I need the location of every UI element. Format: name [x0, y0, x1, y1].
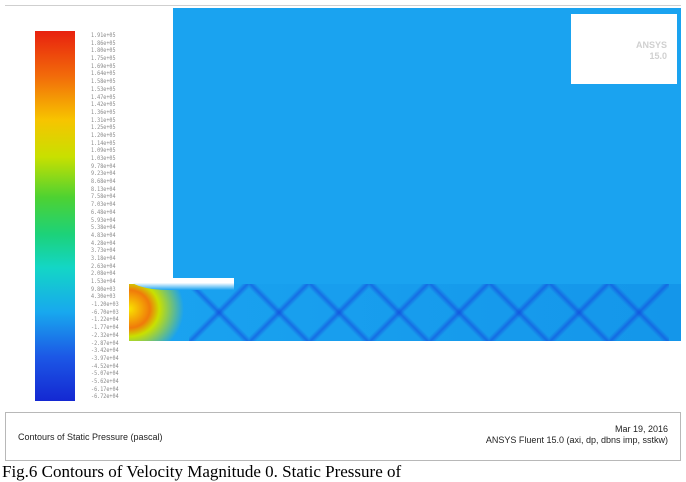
info-footer: Contours of Static Pressure (pascal) Mar… — [5, 412, 681, 461]
logo-line-1: ANSYS — [635, 40, 667, 50]
colorbar-tick-label: 3.73e+04 — [91, 247, 116, 255]
plot-meta: Mar 19, 2016 ANSYS Fluent 15.0 (axi, dp,… — [486, 424, 668, 446]
colorbar-tick-label: -5.07e+04 — [91, 370, 119, 378]
colorbar-tick-label: -1.77e+04 — [91, 324, 119, 332]
colorbar-tick-label: 1.53e+04 — [91, 278, 116, 285]
colorbar-tick-label: 4.28e+04 — [91, 239, 116, 247]
colorbar-tick-label: 5.93e+04 — [91, 216, 116, 224]
colorbar-tick-label: 1.42e+05 — [91, 101, 116, 109]
plot-date: Mar 19, 2016 — [614, 424, 668, 434]
colorbar-tick-label: 1.03e+05 — [91, 155, 116, 162]
colorbar-tick-label: 1.91e+05 — [91, 32, 116, 39]
ansys-logo: ANSYS 15.0 — [571, 14, 677, 84]
colorbar-tick-label: 9.78e+04 — [91, 162, 116, 170]
logo-line-2: 15.0 — [649, 51, 667, 61]
colorbar-tick-label: 2.08e+04 — [91, 270, 116, 278]
colorbar-tick-label: 1.47e+05 — [91, 93, 116, 101]
colorbar-tick-labels: 1.91e+05 1.86e+05 1.80e+05 1.75e+05 1.69e+05… — [91, 32, 137, 402]
colorbar-tick-label: -4.52e+04 — [91, 362, 119, 370]
colorbar-tick-label: 9.23e+04 — [91, 170, 116, 178]
colorbar-tick-label: 1.58e+05 — [91, 78, 116, 86]
colorbar-tick-label: -5.62e+04 — [91, 377, 119, 385]
solver-info: ANSYS Fluent 15.0 (axi, dp, dbns imp, ss… — [485, 435, 668, 445]
colorbar-tick-label: 2.63e+04 — [91, 262, 116, 270]
colorbar-tick-label: 4.30e+03 — [91, 293, 116, 301]
colorbar-tick-label: 1.20e+05 — [91, 131, 116, 139]
figure-caption: Fig.6 Contours of Velocity Magnitude 0. … — [2, 462, 402, 481]
colorbar-tick-label: -6.72e+04 — [91, 393, 119, 401]
plot-title: Contours of Static Pressure (pascal) — [18, 432, 163, 442]
colorbar-tick-label: 1.36e+05 — [91, 108, 116, 116]
colorbar-tick-label: -2.32e+04 — [91, 331, 119, 339]
colorbar-tick-label: 1.69e+05 — [91, 62, 116, 70]
colorbar-tick-label: 8.13e+04 — [91, 185, 116, 193]
colorbar-tick-label: 1.80e+05 — [91, 47, 116, 55]
colorbar-tick-label: -2.87e+04 — [91, 339, 119, 347]
colorbar-tick-label: 1.31e+05 — [91, 116, 116, 124]
colorbar-tick-label: 1.09e+05 — [91, 147, 116, 155]
colorbar-tick-label: -3.97e+04 — [91, 354, 119, 362]
colorbar-tick-label: -3.42e+04 — [91, 347, 119, 355]
colorbar-tick-label: 1.75e+05 — [91, 55, 116, 63]
colorbar-tick-label: -1.20e+03 — [91, 301, 119, 309]
colorbar-tick-label: 4.83e+04 — [91, 231, 116, 239]
colorbar-tick-label: 5.38e+04 — [91, 224, 116, 232]
colorbar — [35, 31, 75, 401]
colorbar-tick-label: -1.22e+04 — [91, 316, 119, 324]
colorbar-tick-label: 1.53e+05 — [91, 85, 116, 93]
colorbar-tick-label: -6.70e+03 — [91, 308, 119, 316]
colorbar-tick-label: 7.58e+04 — [91, 193, 116, 201]
colorbar-tick-label: 9.80e+03 — [91, 285, 116, 293]
jet-plume-region — [129, 284, 681, 341]
colorbar-tick-label: 7.03e+04 — [91, 201, 116, 209]
colorbar-tick-label: -6.17e+04 — [91, 385, 119, 393]
colorbar-tick-label: 8.68e+04 — [91, 178, 116, 186]
colorbar-tick-label: 3.18e+04 — [91, 254, 116, 262]
colorbar-tick-label: 1.14e+05 — [91, 139, 116, 147]
nozzle-lip — [129, 278, 234, 290]
colorbar-tick-label: 6.48e+04 — [91, 208, 116, 216]
colorbar-tick-label: 1.25e+05 — [91, 124, 116, 132]
colorbar-tick-label: 1.86e+05 — [91, 39, 116, 47]
colorbar-tick-label: 1.64e+05 — [91, 70, 116, 78]
